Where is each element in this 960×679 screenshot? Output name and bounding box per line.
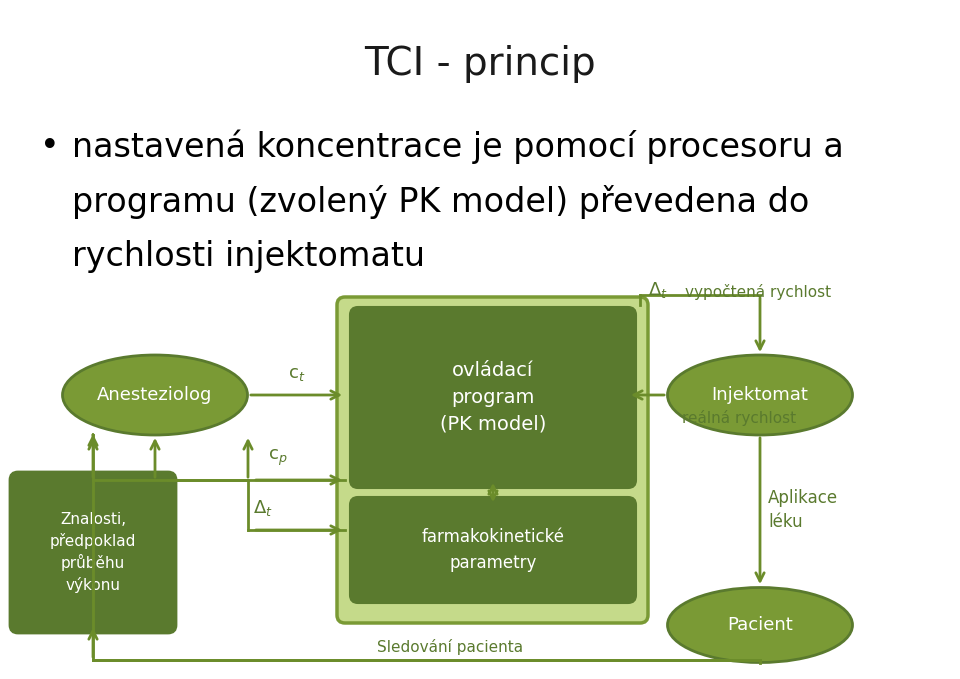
Text: Anesteziolog: Anesteziolog [97, 386, 213, 404]
Text: ovládací
program
(PK model): ovládací program (PK model) [440, 361, 546, 433]
FancyBboxPatch shape [350, 307, 636, 488]
Text: TCI - princip: TCI - princip [364, 45, 596, 83]
Text: Pacient: Pacient [727, 616, 793, 634]
FancyBboxPatch shape [350, 497, 636, 603]
Text: Znalosti,
předpoklad
průběhu
výkonu: Znalosti, předpoklad průběhu výkonu [50, 513, 136, 593]
Text: farmakokinetické
parametry: farmakokinetické parametry [421, 528, 564, 572]
Ellipse shape [62, 355, 248, 435]
Text: Aplikace
léku: Aplikace léku [768, 489, 838, 531]
FancyBboxPatch shape [337, 297, 648, 623]
Text: reálná rychlost: reálná rychlost [682, 410, 796, 426]
Text: nastavená koncentrace je pomocí procesoru a: nastavená koncentrace je pomocí procesor… [72, 130, 844, 164]
Text: rychlosti injektomatu: rychlosti injektomatu [72, 240, 425, 273]
FancyBboxPatch shape [10, 472, 176, 633]
Text: Injektomat: Injektomat [711, 386, 808, 404]
Text: Sledování pacienta: Sledování pacienta [377, 639, 523, 655]
Ellipse shape [667, 355, 852, 435]
Text: programu (zvolený PK model) převedena do: programu (zvolený PK model) převedena do [72, 185, 809, 219]
Text: c$_p$: c$_p$ [268, 447, 287, 468]
Text: Δ$_t$: Δ$_t$ [648, 280, 668, 300]
Text: •: • [40, 130, 60, 163]
Text: c$_t$: c$_t$ [288, 365, 305, 383]
Text: vypočtená rychlost: vypočtená rychlost [685, 284, 831, 300]
Text: Δ$_t$: Δ$_t$ [253, 498, 273, 518]
Ellipse shape [667, 587, 852, 663]
